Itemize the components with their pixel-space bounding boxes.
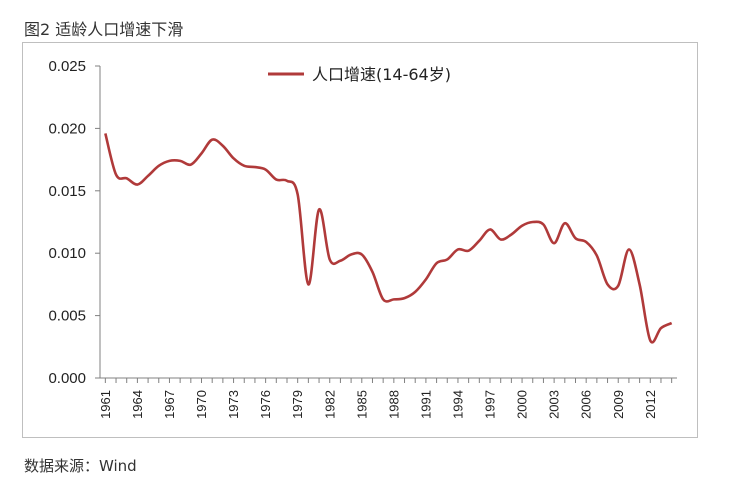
x-tick-label: 1967 xyxy=(162,390,177,419)
legend: 人口增速(14-64岁) xyxy=(268,65,451,84)
x-tick-label: 1982 xyxy=(322,390,337,419)
x-tick-label: 2000 xyxy=(515,390,530,419)
x-tick-label: 1970 xyxy=(194,390,209,419)
x-tick-label: 1961 xyxy=(98,390,113,419)
y-tick-label: 0.020 xyxy=(48,120,86,137)
y-tick-label: 0.005 xyxy=(48,308,86,325)
x-tick-label: 2006 xyxy=(579,390,594,419)
source-note: 数据来源：Wind xyxy=(24,457,137,475)
x-tick-label: 1976 xyxy=(258,390,273,419)
series-line xyxy=(104,133,673,344)
y-tick-label: 0.025 xyxy=(48,58,86,75)
y-axis: 0.000 0.005 0.010 0.015 0.020 0.025 xyxy=(48,58,101,387)
series-layer xyxy=(104,133,673,344)
figure-title: 图2 适龄人口增速下滑 xyxy=(24,20,184,39)
x-tick-label: 1988 xyxy=(386,390,401,419)
x-tick-label: 1994 xyxy=(451,390,466,419)
x-tick-label: 1973 xyxy=(226,390,241,419)
y-tick-label: 0.010 xyxy=(48,245,86,262)
x-tick-label: 2009 xyxy=(611,390,626,419)
x-tick-label: 2012 xyxy=(643,390,658,419)
y-tick-label: 0.000 xyxy=(48,370,86,387)
x-tick-label: 1964 xyxy=(130,390,145,419)
x-tick-label: 1979 xyxy=(290,390,305,419)
x-tick-label: 2003 xyxy=(547,390,562,419)
x-axis: 1961 1964 1967 1970 1973 1976 1979 1982 1985 1988… xyxy=(98,377,677,419)
x-tick-label: 1991 xyxy=(418,390,433,419)
x-tick-label: 1997 xyxy=(483,390,498,419)
legend-label: 人口增速(14-64岁) xyxy=(312,65,451,84)
chart-frame xyxy=(22,42,698,438)
y-tick-label: 0.015 xyxy=(48,183,86,200)
x-tick-label: 1985 xyxy=(354,390,369,419)
